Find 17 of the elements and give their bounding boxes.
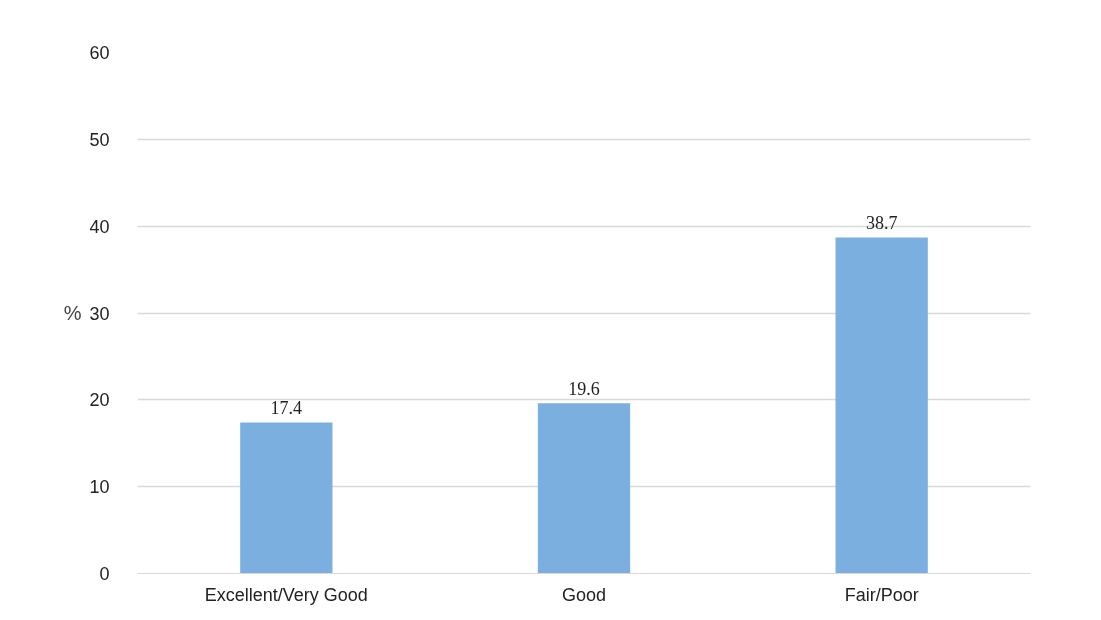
data-label: 17.4 xyxy=(270,398,303,419)
x-tick-label: Excellent/Very Good xyxy=(204,584,368,605)
y-tick-label: 60 xyxy=(89,43,110,63)
y-tick-label: 40 xyxy=(89,216,110,237)
y-tick-label: 30 xyxy=(89,303,110,324)
y-tick-label: 20 xyxy=(89,390,110,411)
x-tick-label: Fair/Poor xyxy=(844,584,919,605)
y-axis-title: % xyxy=(63,302,82,324)
y-tick-label: 10 xyxy=(89,477,110,498)
x-tick-label: Good xyxy=(561,584,607,605)
data-label: 19.6 xyxy=(568,379,600,400)
y-tick-label: 0 xyxy=(99,564,110,584)
bar xyxy=(537,403,631,574)
data-label: 38.7 xyxy=(865,213,898,234)
y-tick-label: 50 xyxy=(89,129,110,150)
bar xyxy=(835,237,928,574)
bar xyxy=(240,422,333,574)
